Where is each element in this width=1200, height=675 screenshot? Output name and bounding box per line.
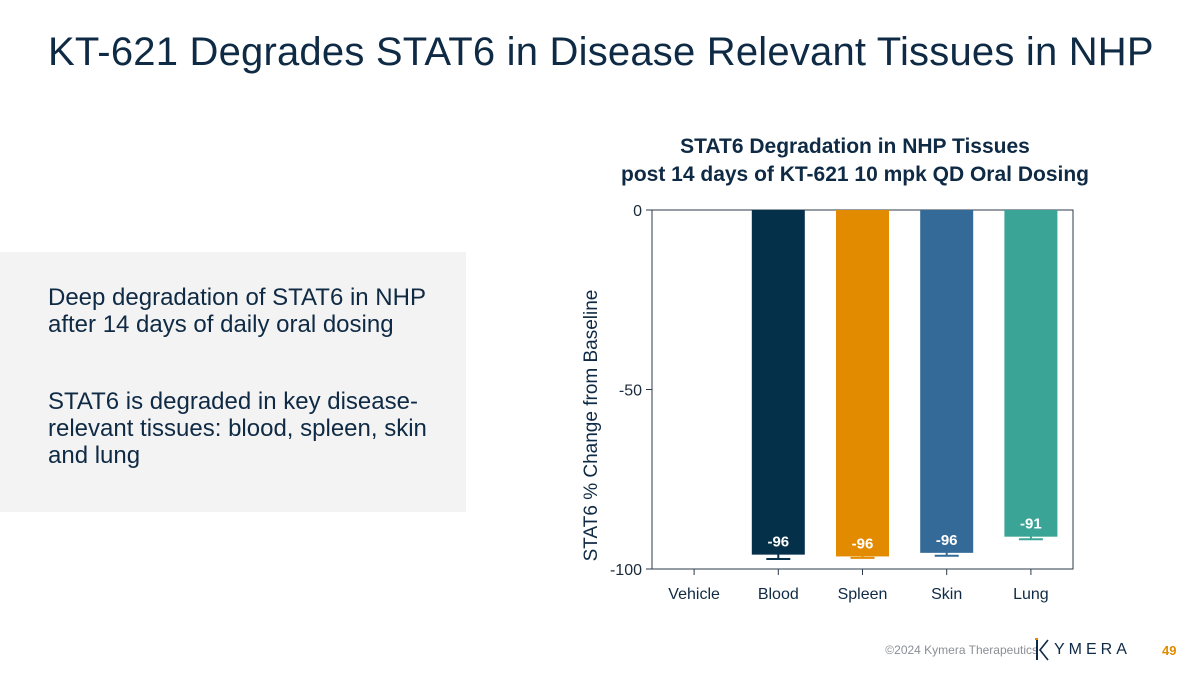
kymera-logo: YMERA bbox=[1034, 637, 1131, 663]
x-tick-label: Blood bbox=[758, 586, 799, 603]
bar-blood bbox=[751, 210, 805, 555]
chart-subtitle: post 14 days of KT-621 10 mpk QD Oral Do… bbox=[621, 163, 1089, 186]
bar-spleen bbox=[836, 210, 889, 557]
x-tick-label: Vehicle bbox=[668, 586, 720, 603]
y-tick-label: -100 bbox=[610, 562, 642, 579]
chart-title: STAT6 Degradation in NHP Tissues bbox=[680, 135, 1030, 158]
x-tick-label: Lung bbox=[1013, 586, 1049, 603]
x-tick-label: Skin bbox=[931, 586, 962, 603]
y-tick-label: 0 bbox=[633, 203, 642, 220]
text-panel bbox=[0, 252, 466, 512]
bullet-text: STAT6 is degraded in key disease-relevan… bbox=[48, 388, 427, 469]
y-axis-label: STAT6 % Change from Baseline bbox=[581, 290, 602, 562]
footer-copyright: ©2024 Kymera Therapeutics bbox=[885, 643, 1038, 657]
data-label: -96 bbox=[852, 535, 874, 552]
data-label: -96 bbox=[767, 534, 789, 551]
chart-title-block: STAT6 Degradation in NHP Tissues post 14… bbox=[560, 133, 1150, 189]
bar-lung bbox=[1004, 210, 1058, 537]
slide-title: KT-621 Degrades STAT6 in Disease Relevan… bbox=[48, 30, 1154, 74]
data-label: -96 bbox=[936, 532, 958, 549]
bullet-text: Deep degradation of STAT6 in NHP after 1… bbox=[48, 284, 426, 338]
page-number: 49 bbox=[1162, 643, 1177, 658]
x-tick-label: Spleen bbox=[838, 586, 888, 603]
y-tick-label: -50 bbox=[619, 383, 642, 400]
bar-skin bbox=[920, 210, 974, 553]
logo-wordmark: YMERA bbox=[1054, 641, 1131, 658]
data-label: -91 bbox=[1020, 516, 1042, 533]
kymera-k-mark-icon bbox=[1035, 638, 1049, 661]
